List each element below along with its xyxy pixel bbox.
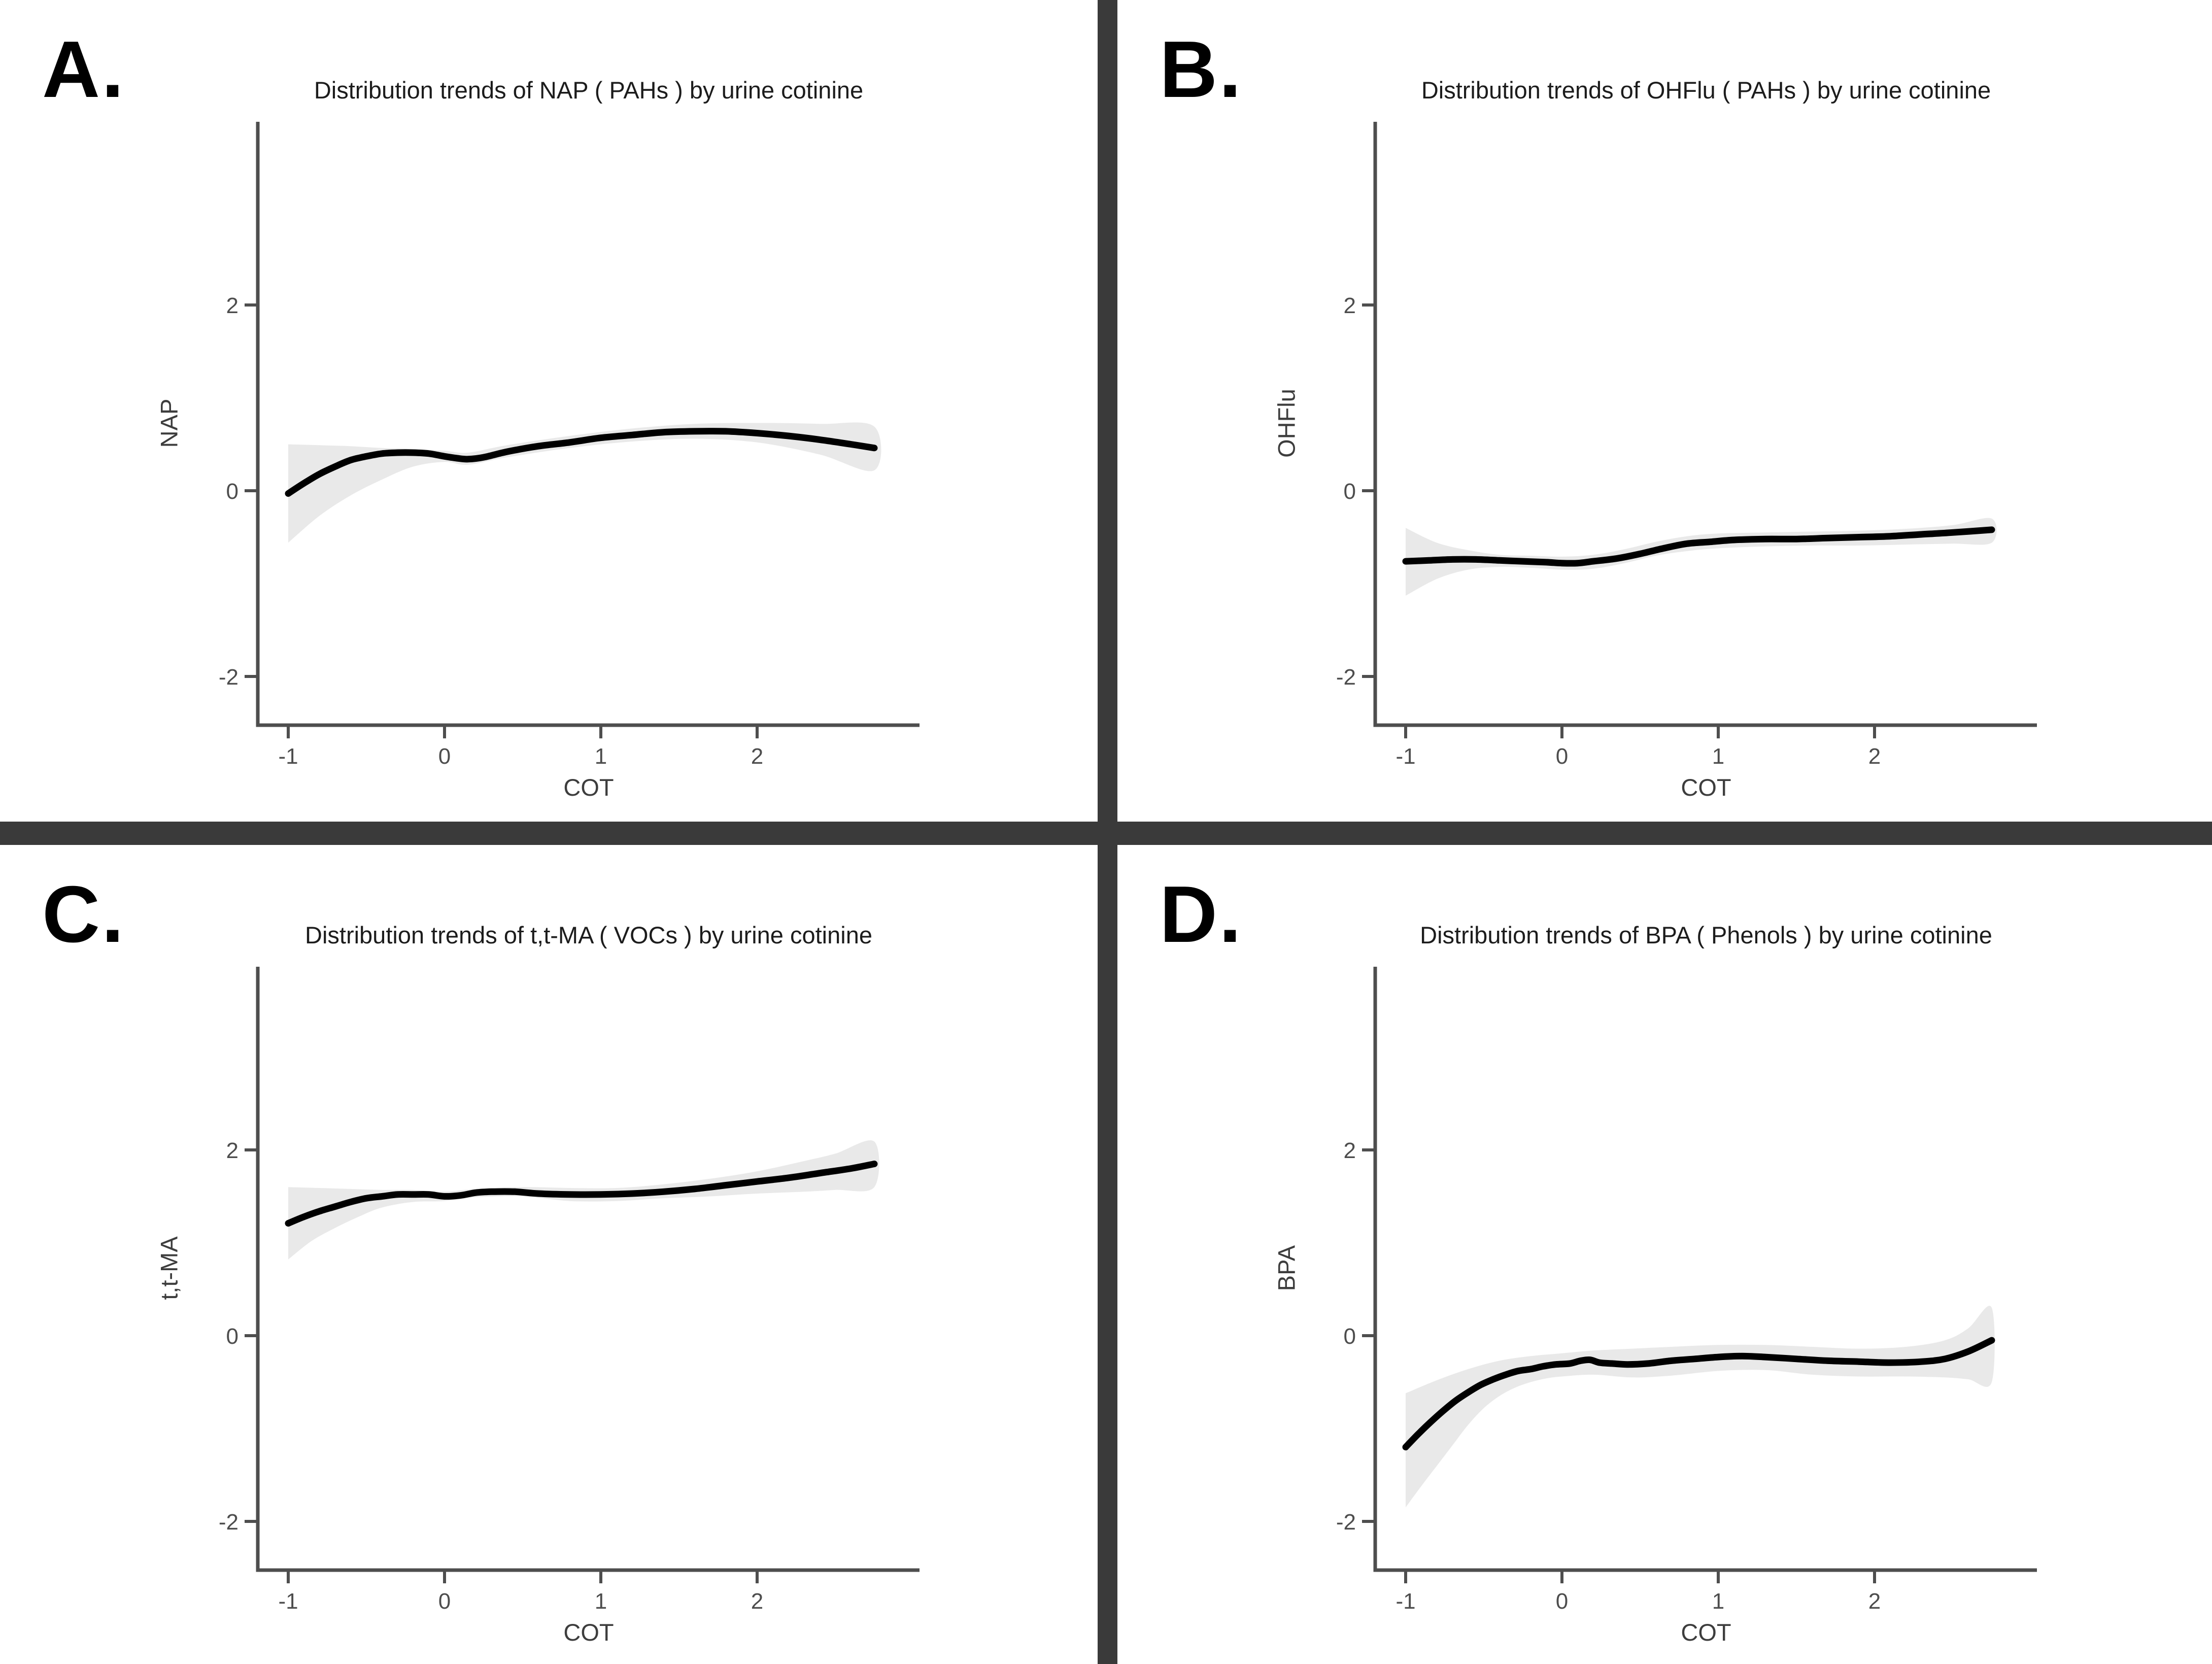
y-tick-label: -2 xyxy=(1336,1510,1356,1535)
x-tick-label: 2 xyxy=(1868,744,1881,769)
x-tick-label: 0 xyxy=(1556,1589,1568,1614)
x-tick-label: 0 xyxy=(438,744,451,769)
y-tick-label: 2 xyxy=(226,1138,239,1163)
smooth-line xyxy=(1402,1337,1995,1451)
confidence-band xyxy=(288,1140,879,1260)
smooth-line xyxy=(285,428,878,497)
panel-b: B. Distribution trends of OHFlu ( PAHs )… xyxy=(1117,0,2212,822)
panel-a-title: Distribution trends of NAP ( PAHs ) by u… xyxy=(314,77,864,104)
x-tick-label: 2 xyxy=(1868,1589,1881,1614)
x-tick-label: 1 xyxy=(595,1589,607,1614)
panel-a-x-axis-title: COT xyxy=(563,774,614,801)
panel-letter-b: B. xyxy=(1160,25,1243,114)
y-tick-label: 0 xyxy=(226,479,239,504)
smooth-line xyxy=(1402,526,1995,567)
panel-letter-d: D. xyxy=(1160,870,1243,959)
panel-a-plot-area: -2 0 2 -1 0 1 2 xyxy=(219,122,920,769)
x-tick-label: 2 xyxy=(751,1589,763,1614)
y-tick-label: 2 xyxy=(1344,1138,1356,1163)
x-tick-label: 1 xyxy=(1712,744,1724,769)
panel-a: A. Distribution trends of NAP ( PAHs ) b… xyxy=(0,0,1098,822)
quadrant-divider-horizontal xyxy=(0,822,2212,845)
y-tick-label: 0 xyxy=(226,1324,239,1349)
panel-c-title: Distribution trends of t,t-MA ( VOCs ) b… xyxy=(305,922,872,948)
x-tick-label: 1 xyxy=(1712,1589,1724,1614)
panel-b-x-axis-title: COT xyxy=(1681,774,1731,801)
y-tick-label: -2 xyxy=(219,665,239,690)
confidence-band xyxy=(1406,518,1997,596)
panel-c-x-axis-title: COT xyxy=(563,1619,614,1646)
panel-c: C. Distribution trends of t,t-MA ( VOCs … xyxy=(0,845,1098,1664)
x-tick-label: -1 xyxy=(278,1589,298,1614)
panel-b-plot-area: -2 0 2 -1 0 1 2 xyxy=(1336,122,2037,769)
y-tick-label: -2 xyxy=(219,1510,239,1535)
x-tick-label: 2 xyxy=(751,744,763,769)
panel-d-title: Distribution trends of BPA ( Phenols ) b… xyxy=(1420,922,1992,948)
x-tick-label: 0 xyxy=(438,1589,451,1614)
panel-d-plot-area: -2 0 2 -1 0 1 2 xyxy=(1336,967,2037,1614)
y-tick-label: 0 xyxy=(1344,479,1356,504)
x-tick-label: -1 xyxy=(1396,744,1415,769)
panel-d-x-axis-title: COT xyxy=(1681,1619,1731,1646)
panel-d: D. Distribution trends of BPA ( Phenols … xyxy=(1117,845,2212,1664)
y-tick-label: -2 xyxy=(1336,665,1356,690)
y-tick-label: 2 xyxy=(1344,293,1356,318)
panel-c-plot-area: -2 0 2 -1 0 1 2 xyxy=(219,967,920,1614)
x-tick-label: -1 xyxy=(278,744,298,769)
y-tick-label: 2 xyxy=(226,293,239,318)
panel-letter-a: A. xyxy=(42,25,125,114)
x-tick-label: -1 xyxy=(1396,1589,1415,1614)
x-tick-label: 0 xyxy=(1556,744,1568,769)
smooth-line xyxy=(285,1161,878,1227)
y-tick-label: 0 xyxy=(1344,1324,1356,1349)
confidence-band xyxy=(1406,1306,1995,1508)
x-tick-label: 1 xyxy=(595,744,607,769)
panel-b-title: Distribution trends of OHFlu ( PAHs ) by… xyxy=(1421,77,1991,104)
panel-letter-c: C. xyxy=(42,870,125,959)
